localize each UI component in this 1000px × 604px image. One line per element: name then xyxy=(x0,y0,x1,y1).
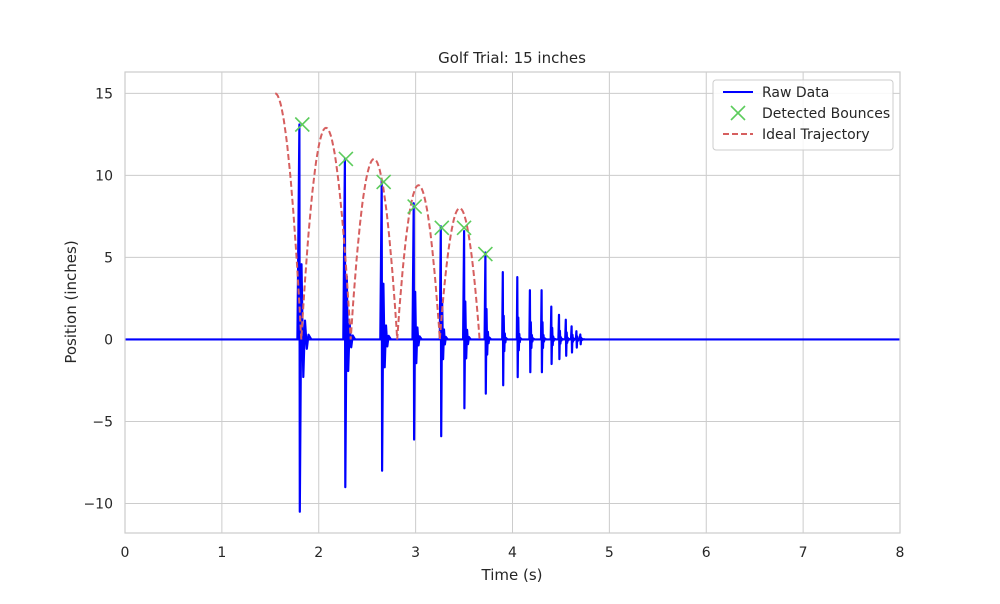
raw-data-spike xyxy=(574,330,582,349)
raw-data-spike xyxy=(578,333,585,346)
plot-frame xyxy=(124,71,901,534)
x-tick-label: 6 xyxy=(702,545,711,561)
marker-stroke xyxy=(434,220,450,236)
marker-stroke xyxy=(477,246,493,262)
raw-data-spike xyxy=(557,313,564,361)
raw-data-spike xyxy=(501,271,509,387)
detected-bounce-marker xyxy=(477,246,493,262)
detected-bounce-marker xyxy=(407,198,423,215)
marker-stroke xyxy=(407,198,423,215)
chart-title: Golf Trial: 15 inches xyxy=(438,49,586,67)
legend-label: Detected Bounces xyxy=(762,106,890,122)
legend-box xyxy=(712,79,894,151)
raw-data-spike xyxy=(379,179,392,472)
detected-bounce-marker xyxy=(294,116,310,133)
x-tick-label: 8 xyxy=(896,545,905,561)
marker-stroke xyxy=(456,220,472,236)
x-tick-label: 5 xyxy=(605,545,614,561)
raw-data-spike xyxy=(564,318,571,357)
detected-bounce-marker xyxy=(456,220,472,236)
x-tick-label: 2 xyxy=(314,545,323,561)
marker-stroke xyxy=(294,116,310,133)
detected-bounce-marker xyxy=(434,220,450,236)
plot-area xyxy=(125,92,900,513)
legend: Raw Data Detected Bounces Ideal Trajectory xyxy=(712,79,894,151)
raw-data-spike xyxy=(296,123,313,513)
legend-swatch-detected-bounces xyxy=(730,105,746,121)
tick-labels: 0 1 2 3 4 5 6 7 8 15 10 5 0 −5 −10 xyxy=(83,86,904,561)
legend-label: Raw Data xyxy=(762,85,829,101)
marker-stroke xyxy=(376,174,392,190)
raw-data-spike xyxy=(549,305,557,366)
raw-data-spike xyxy=(438,225,449,438)
y-tick-label: 0 xyxy=(104,332,113,348)
detected-bounce-marker xyxy=(376,174,392,190)
y-tick-label: 5 xyxy=(104,250,113,266)
x-tick-label: 4 xyxy=(508,545,517,561)
legend-label: Ideal Trajectory xyxy=(762,127,870,143)
raw-data-spike xyxy=(515,276,523,379)
y-tick-label: 10 xyxy=(95,168,113,184)
raw-data-spike xyxy=(483,251,492,395)
raw-data-spike xyxy=(539,289,547,374)
raw-data-spike xyxy=(411,202,423,441)
y-tick-label: 15 xyxy=(95,86,113,102)
detected-bounce-marker xyxy=(338,151,354,167)
raw-data-spike xyxy=(528,289,536,374)
raw-data-spike xyxy=(462,230,472,410)
y-axis-label: Position (inches) xyxy=(62,240,80,363)
marker-stroke xyxy=(338,151,354,167)
ideal-trajectory-line xyxy=(274,92,481,340)
y-tick-label: −5 xyxy=(92,414,113,430)
x-tick-label: 1 xyxy=(217,545,226,561)
y-tick-label: −10 xyxy=(83,496,113,512)
x-tick-label: 7 xyxy=(799,545,808,561)
x-tick-label: 3 xyxy=(411,545,420,561)
raw-data-spike xyxy=(569,325,577,354)
raw-data-spike xyxy=(342,157,357,489)
x-axis-label: Time (s) xyxy=(481,566,543,584)
x-tick-label: 0 xyxy=(121,545,130,561)
